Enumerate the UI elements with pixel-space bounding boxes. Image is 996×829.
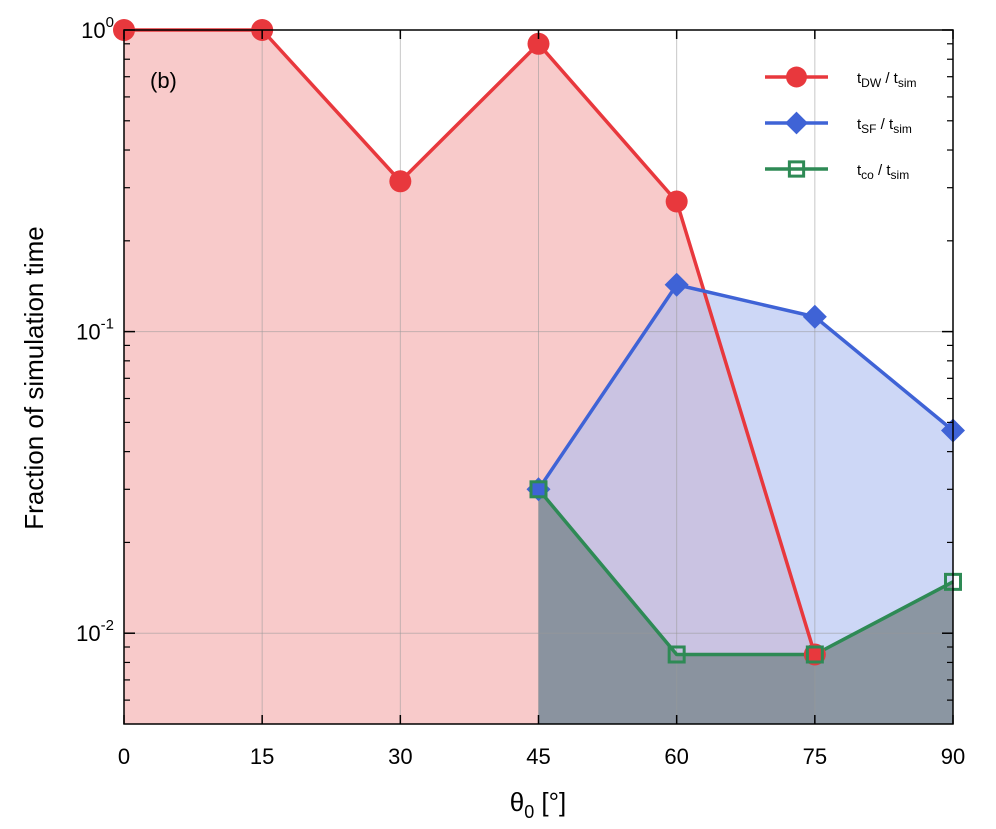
x-tick-label: 75 [803, 744, 827, 769]
x-tick-label: 45 [526, 744, 550, 769]
legend-marker-sf [785, 111, 808, 135]
point-dw [389, 170, 412, 193]
point-dw [803, 643, 826, 666]
point-co [667, 645, 686, 664]
x-axis-label-sub: 0 [524, 802, 534, 822]
point-co [529, 480, 548, 499]
x-tick-label: 90 [941, 744, 965, 769]
axis-labels: (b) θ0 [°] Fraction of simulation time [19, 68, 566, 822]
y-tick-base: 10 [81, 18, 105, 43]
grid [124, 30, 953, 724]
x-axis-label-unit: [°] [534, 787, 566, 817]
area-fills [124, 30, 953, 724]
legend: tDW / tsim tSF / tsim tco / tsim [765, 66, 917, 182]
series-line-co [537, 488, 954, 657]
y-axis-label: Fraction of simulation time [19, 226, 49, 529]
annotation-label: (b) [150, 68, 177, 93]
y-tick-exponent: -1 [101, 316, 114, 333]
legend-marker-dw [786, 66, 807, 88]
point-sf [802, 304, 827, 329]
point-co [805, 645, 824, 664]
y-tick-base: 10 [76, 621, 100, 646]
x-tick-label: 30 [388, 744, 412, 769]
legend-label-sf: tSF / tsim [857, 116, 912, 136]
y-tick-base: 10 [76, 320, 100, 345]
series-line-sf [537, 283, 955, 491]
y-tick-label: 10-1 [76, 316, 114, 345]
legend-label-dw: tDW / tsim [857, 70, 917, 90]
point-dw [665, 190, 688, 213]
y-tick-exponent: -2 [101, 617, 114, 634]
y-tick-label: 10-2 [76, 617, 114, 646]
area-co [538, 489, 953, 724]
y-tick-exponent: 0 [106, 14, 114, 31]
x-tick-label: 60 [664, 744, 688, 769]
x-axis-label: θ0 [°] [510, 787, 567, 822]
x-tick-label: 15 [250, 744, 274, 769]
legend-label-co: tco / tsim [857, 162, 909, 182]
point-sf [664, 272, 689, 297]
x-tick-label: 0 [118, 744, 130, 769]
y-tick-label: 100 [81, 14, 114, 43]
series-markers [113, 19, 965, 666]
legend-marker-co [787, 160, 806, 178]
point-dw [527, 32, 550, 55]
x-axis: 0 15 30 45 60 75 90 [118, 30, 965, 769]
x-axis-label-main: θ [510, 787, 524, 817]
